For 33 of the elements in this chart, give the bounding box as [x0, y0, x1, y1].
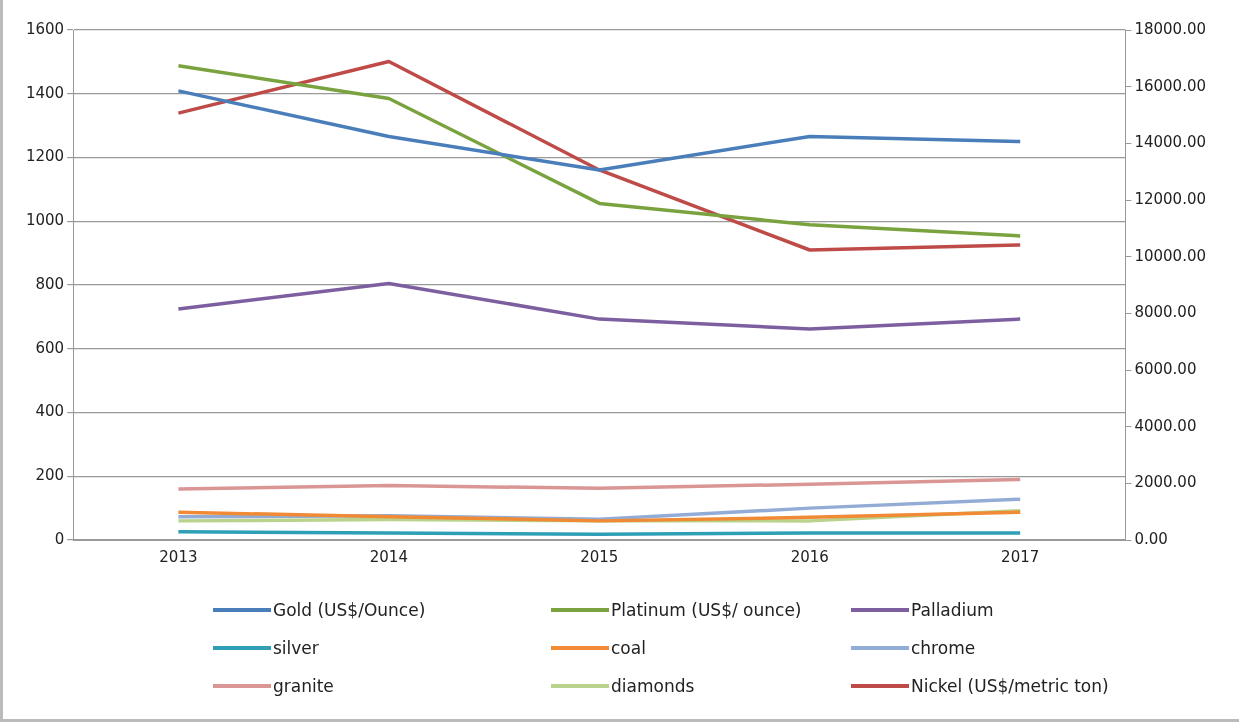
legend-label: Palladium — [911, 600, 994, 620]
y-tick-label: 0 — [54, 529, 65, 548]
legend-label: Gold (US$/Ounce) — [273, 600, 426, 620]
y2-tick-label: 8000.00 — [1134, 303, 1197, 322]
y-tick-label: 800 — [35, 274, 65, 293]
legend-label: Platinum (US$/ ounce) — [611, 600, 802, 620]
legend-label: Nickel (US$/metric ton) — [911, 676, 1109, 696]
y2-tick-label: 12000.00 — [1134, 189, 1207, 208]
y-tick-label: 1000 — [25, 211, 65, 230]
y2-tick-label: 4000.00 — [1134, 416, 1197, 435]
y2-tick-label: 0.00 — [1134, 529, 1168, 548]
y2-tick-label: 16000.00 — [1134, 76, 1207, 95]
y-tick-label: 1200 — [25, 147, 65, 166]
y2-tick-label: 2000.00 — [1134, 473, 1197, 492]
legend-label: silver — [273, 638, 319, 658]
y2-tick-label: 6000.00 — [1134, 359, 1197, 378]
y2-tick-label: 10000.00 — [1134, 246, 1207, 265]
y2-tick-label: 14000.00 — [1134, 133, 1207, 152]
x-tick-label: 2017 — [1001, 547, 1040, 566]
x-tick-label: 2016 — [790, 547, 829, 566]
y-tick-label: 1600 — [25, 19, 65, 38]
y-tick-label: 400 — [35, 402, 65, 421]
x-tick-label: 2014 — [369, 547, 408, 566]
legend-label: diamonds — [611, 676, 695, 696]
y2-tick-label: 18000.00 — [1134, 19, 1207, 38]
legend-label: coal — [611, 638, 646, 658]
x-tick-label: 2013 — [159, 547, 198, 566]
legend-label: chrome — [911, 638, 976, 658]
y-tick-label: 600 — [35, 338, 65, 357]
y-tick-label: 1400 — [25, 83, 65, 102]
y-tick-label: 200 — [35, 466, 65, 485]
x-tick-label: 2015 — [580, 547, 619, 566]
legend-label: granite — [273, 676, 334, 696]
